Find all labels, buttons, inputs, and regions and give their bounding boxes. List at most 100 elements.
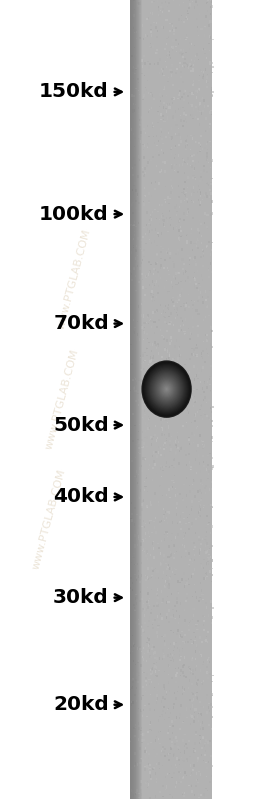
Bar <box>185 782 186 784</box>
Bar <box>179 649 180 652</box>
Bar <box>207 761 209 763</box>
Bar <box>169 252 171 255</box>
Bar <box>162 116 164 117</box>
Bar <box>156 309 158 312</box>
Ellipse shape <box>160 381 174 397</box>
Bar <box>173 642 175 646</box>
Bar <box>186 594 188 595</box>
Bar <box>208 563 209 565</box>
Bar <box>140 489 141 491</box>
Bar <box>186 95 187 97</box>
Bar <box>161 364 162 366</box>
Bar <box>196 596 197 598</box>
Bar <box>169 70 172 71</box>
Bar <box>148 638 150 641</box>
Bar <box>188 211 190 213</box>
Bar <box>208 658 209 660</box>
Bar <box>197 778 198 781</box>
Bar <box>182 107 184 109</box>
Bar <box>174 374 175 376</box>
Bar <box>186 235 187 237</box>
Bar <box>193 170 195 172</box>
Bar <box>132 701 134 704</box>
Bar <box>194 167 195 169</box>
Bar <box>178 384 180 387</box>
Bar <box>148 427 150 429</box>
Bar <box>203 661 204 663</box>
Bar <box>170 149 172 150</box>
Bar <box>209 548 210 549</box>
Bar <box>203 760 204 761</box>
Bar <box>175 46 177 47</box>
Bar <box>171 127 172 130</box>
Bar <box>206 129 208 132</box>
Bar <box>199 539 200 541</box>
Bar <box>142 733 144 736</box>
Bar <box>152 125 154 127</box>
Bar <box>134 182 136 185</box>
Bar <box>188 552 190 555</box>
Bar <box>189 338 191 340</box>
Bar <box>168 425 169 427</box>
Bar <box>169 738 171 741</box>
Bar <box>186 17 188 18</box>
Bar <box>136 789 137 792</box>
Bar <box>186 758 188 760</box>
Bar <box>200 597 202 600</box>
Bar <box>155 518 156 519</box>
Bar <box>164 443 165 447</box>
Bar <box>174 465 176 467</box>
Bar <box>212 465 214 468</box>
Bar <box>200 508 201 511</box>
Bar <box>152 768 154 770</box>
Bar <box>198 501 200 503</box>
Bar <box>206 572 207 574</box>
Bar <box>138 280 141 283</box>
Bar <box>137 532 138 535</box>
Bar <box>160 136 161 137</box>
Bar <box>170 321 172 323</box>
Bar <box>174 719 176 721</box>
Bar <box>136 38 137 39</box>
Bar <box>143 324 144 326</box>
Bar <box>183 188 185 190</box>
Bar <box>153 316 154 317</box>
Bar <box>130 586 131 590</box>
Bar <box>172 632 174 633</box>
Bar <box>148 763 149 765</box>
Bar <box>169 22 171 24</box>
Bar <box>152 543 153 545</box>
Bar <box>167 231 169 232</box>
Bar <box>194 378 195 381</box>
Bar <box>185 584 186 585</box>
Bar <box>156 473 157 474</box>
Bar <box>142 354 144 357</box>
Bar <box>140 696 142 698</box>
Bar <box>173 614 174 617</box>
Bar <box>164 372 165 374</box>
Bar <box>197 683 198 686</box>
Bar <box>204 142 205 144</box>
Bar <box>162 658 163 660</box>
Bar <box>179 240 180 241</box>
Bar <box>200 483 201 484</box>
Bar <box>206 666 208 668</box>
Bar <box>145 288 146 289</box>
Bar <box>165 642 166 644</box>
Bar <box>148 753 150 755</box>
Bar <box>198 372 200 374</box>
Bar <box>176 438 177 440</box>
Bar <box>178 384 180 385</box>
Bar <box>173 512 175 515</box>
Bar <box>190 42 191 45</box>
Bar <box>135 88 137 89</box>
Bar <box>185 149 187 150</box>
Bar <box>133 642 134 645</box>
Bar <box>136 31 137 33</box>
Bar <box>145 132 146 134</box>
Bar <box>143 156 145 159</box>
Bar <box>141 515 142 516</box>
Bar <box>132 651 133 652</box>
Bar <box>178 398 180 400</box>
Bar <box>167 350 168 352</box>
